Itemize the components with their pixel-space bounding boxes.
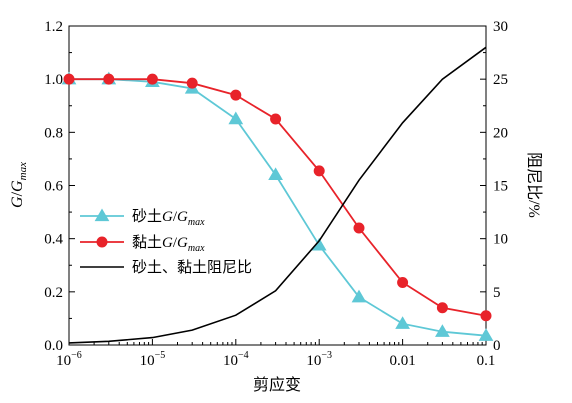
x-tick-label: 10−3 xyxy=(306,350,332,369)
y-left-tick-label: 0.0 xyxy=(44,338,63,354)
data-point-clay xyxy=(103,73,115,85)
y-axis-right-title: 阻尼比/% xyxy=(525,152,543,218)
x-tick-label: 10−6 xyxy=(56,350,82,369)
legend-label-sand: 砂土G/Gmax xyxy=(132,208,205,228)
y-right-tick-label: 25 xyxy=(493,72,508,88)
y-left-tick-label: 0.4 xyxy=(44,232,63,248)
y-right-tick-label: 15 xyxy=(493,179,508,195)
y-right-tick-label: 0 xyxy=(493,338,501,354)
series-damping xyxy=(68,46,487,344)
plot-frame xyxy=(68,25,487,346)
legend-marker-clay xyxy=(96,236,108,248)
data-point-clay xyxy=(397,277,409,289)
y-left-tick-label: 0.2 xyxy=(44,285,63,301)
x-axis-title: 剪应变 xyxy=(253,375,301,394)
x-tick-label: 10−4 xyxy=(223,350,249,369)
data-point-clay xyxy=(146,73,158,85)
y-right-tick-label: 5 xyxy=(493,285,501,301)
data-point-clay xyxy=(186,77,198,89)
data-point-sand xyxy=(228,111,244,125)
legend-label-clay: 黏土G/Gmax xyxy=(132,234,205,254)
y-left-tick-label: 0.6 xyxy=(44,179,63,195)
x-tick-label: 0.1 xyxy=(477,353,496,369)
series-clay xyxy=(63,73,492,322)
y-left-tick-label: 1.2 xyxy=(44,19,63,35)
x-tick-label: 0.01 xyxy=(389,353,415,369)
data-point-clay xyxy=(436,302,448,314)
data-point-sand xyxy=(395,316,410,329)
ticks-group: 10−6 10−5 10−4 10−3 0.01 0.1 0.0 0.2 0.4 0.6 0.8 1.… xyxy=(44,19,508,369)
legend-marker-sand xyxy=(94,208,110,222)
y-right-tick-label: 20 xyxy=(493,125,508,141)
series-line-damping xyxy=(68,46,487,344)
data-point-clay xyxy=(270,113,282,125)
data-point-clay xyxy=(230,89,242,101)
legend: 砂土G/Gmax 黏土G/Gmax 砂土、黏土阻尼比 xyxy=(80,208,252,276)
x-tick-label: 10−5 xyxy=(140,350,166,369)
y-left-tick-label: 1.0 xyxy=(44,72,63,88)
data-point-sand xyxy=(478,328,494,341)
y-left-tick-label: 0.8 xyxy=(44,125,63,141)
data-point-clay xyxy=(313,165,325,177)
data-point-sand xyxy=(268,167,283,181)
data-point-clay xyxy=(353,222,365,234)
y-right-tick-label: 10 xyxy=(493,232,508,248)
y-axis-left-title: G/Gmax xyxy=(9,162,29,208)
data-point-clay xyxy=(63,73,75,85)
legend-label-damping: 砂土、黏土阻尼比 xyxy=(132,259,252,276)
series-sand xyxy=(61,71,494,341)
series-layer xyxy=(61,46,494,344)
data-point-clay xyxy=(480,310,492,322)
y-right-tick-label: 30 xyxy=(493,19,508,35)
data-point-sand xyxy=(435,324,450,337)
data-point-sand xyxy=(351,289,367,303)
